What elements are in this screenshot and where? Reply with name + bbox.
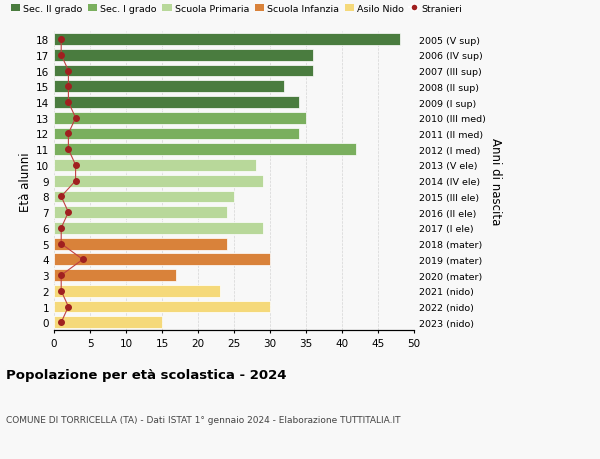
Bar (54, 223, 263, 234)
Text: COMUNE DI TORRICELLA (TA) - Dati ISTAT 1° gennaio 2024 - Elaborazione TUTTITALIA: COMUNE DI TORRICELLA (TA) - Dati ISTAT 1… (6, 415, 401, 424)
Legend: Sec. II grado, Sec. I grado, Scuola Primaria, Scuola Infanzia, Asilo Nido, Stran: Sec. II grado, Sec. I grado, Scuola Prim… (11, 5, 463, 14)
Bar (54, 112, 306, 124)
Bar (54, 207, 227, 218)
Bar (54, 254, 270, 266)
Bar (54, 191, 234, 203)
Y-axis label: Anni di nascita: Anni di nascita (490, 138, 502, 225)
Bar (54, 317, 162, 329)
Text: Popolazione per età scolastica - 2024: Popolazione per età scolastica - 2024 (6, 369, 287, 382)
Bar (54, 34, 400, 46)
Bar (54, 129, 299, 140)
Bar (54, 238, 227, 250)
Bar (54, 269, 176, 281)
Bar (54, 160, 256, 172)
Bar (54, 50, 313, 62)
Bar (54, 81, 284, 93)
Bar (54, 285, 220, 297)
Bar (54, 144, 356, 156)
Y-axis label: Età alunni: Età alunni (19, 151, 32, 211)
Bar (54, 301, 270, 313)
Bar (54, 175, 263, 187)
Bar (54, 66, 313, 77)
Bar (54, 97, 299, 109)
